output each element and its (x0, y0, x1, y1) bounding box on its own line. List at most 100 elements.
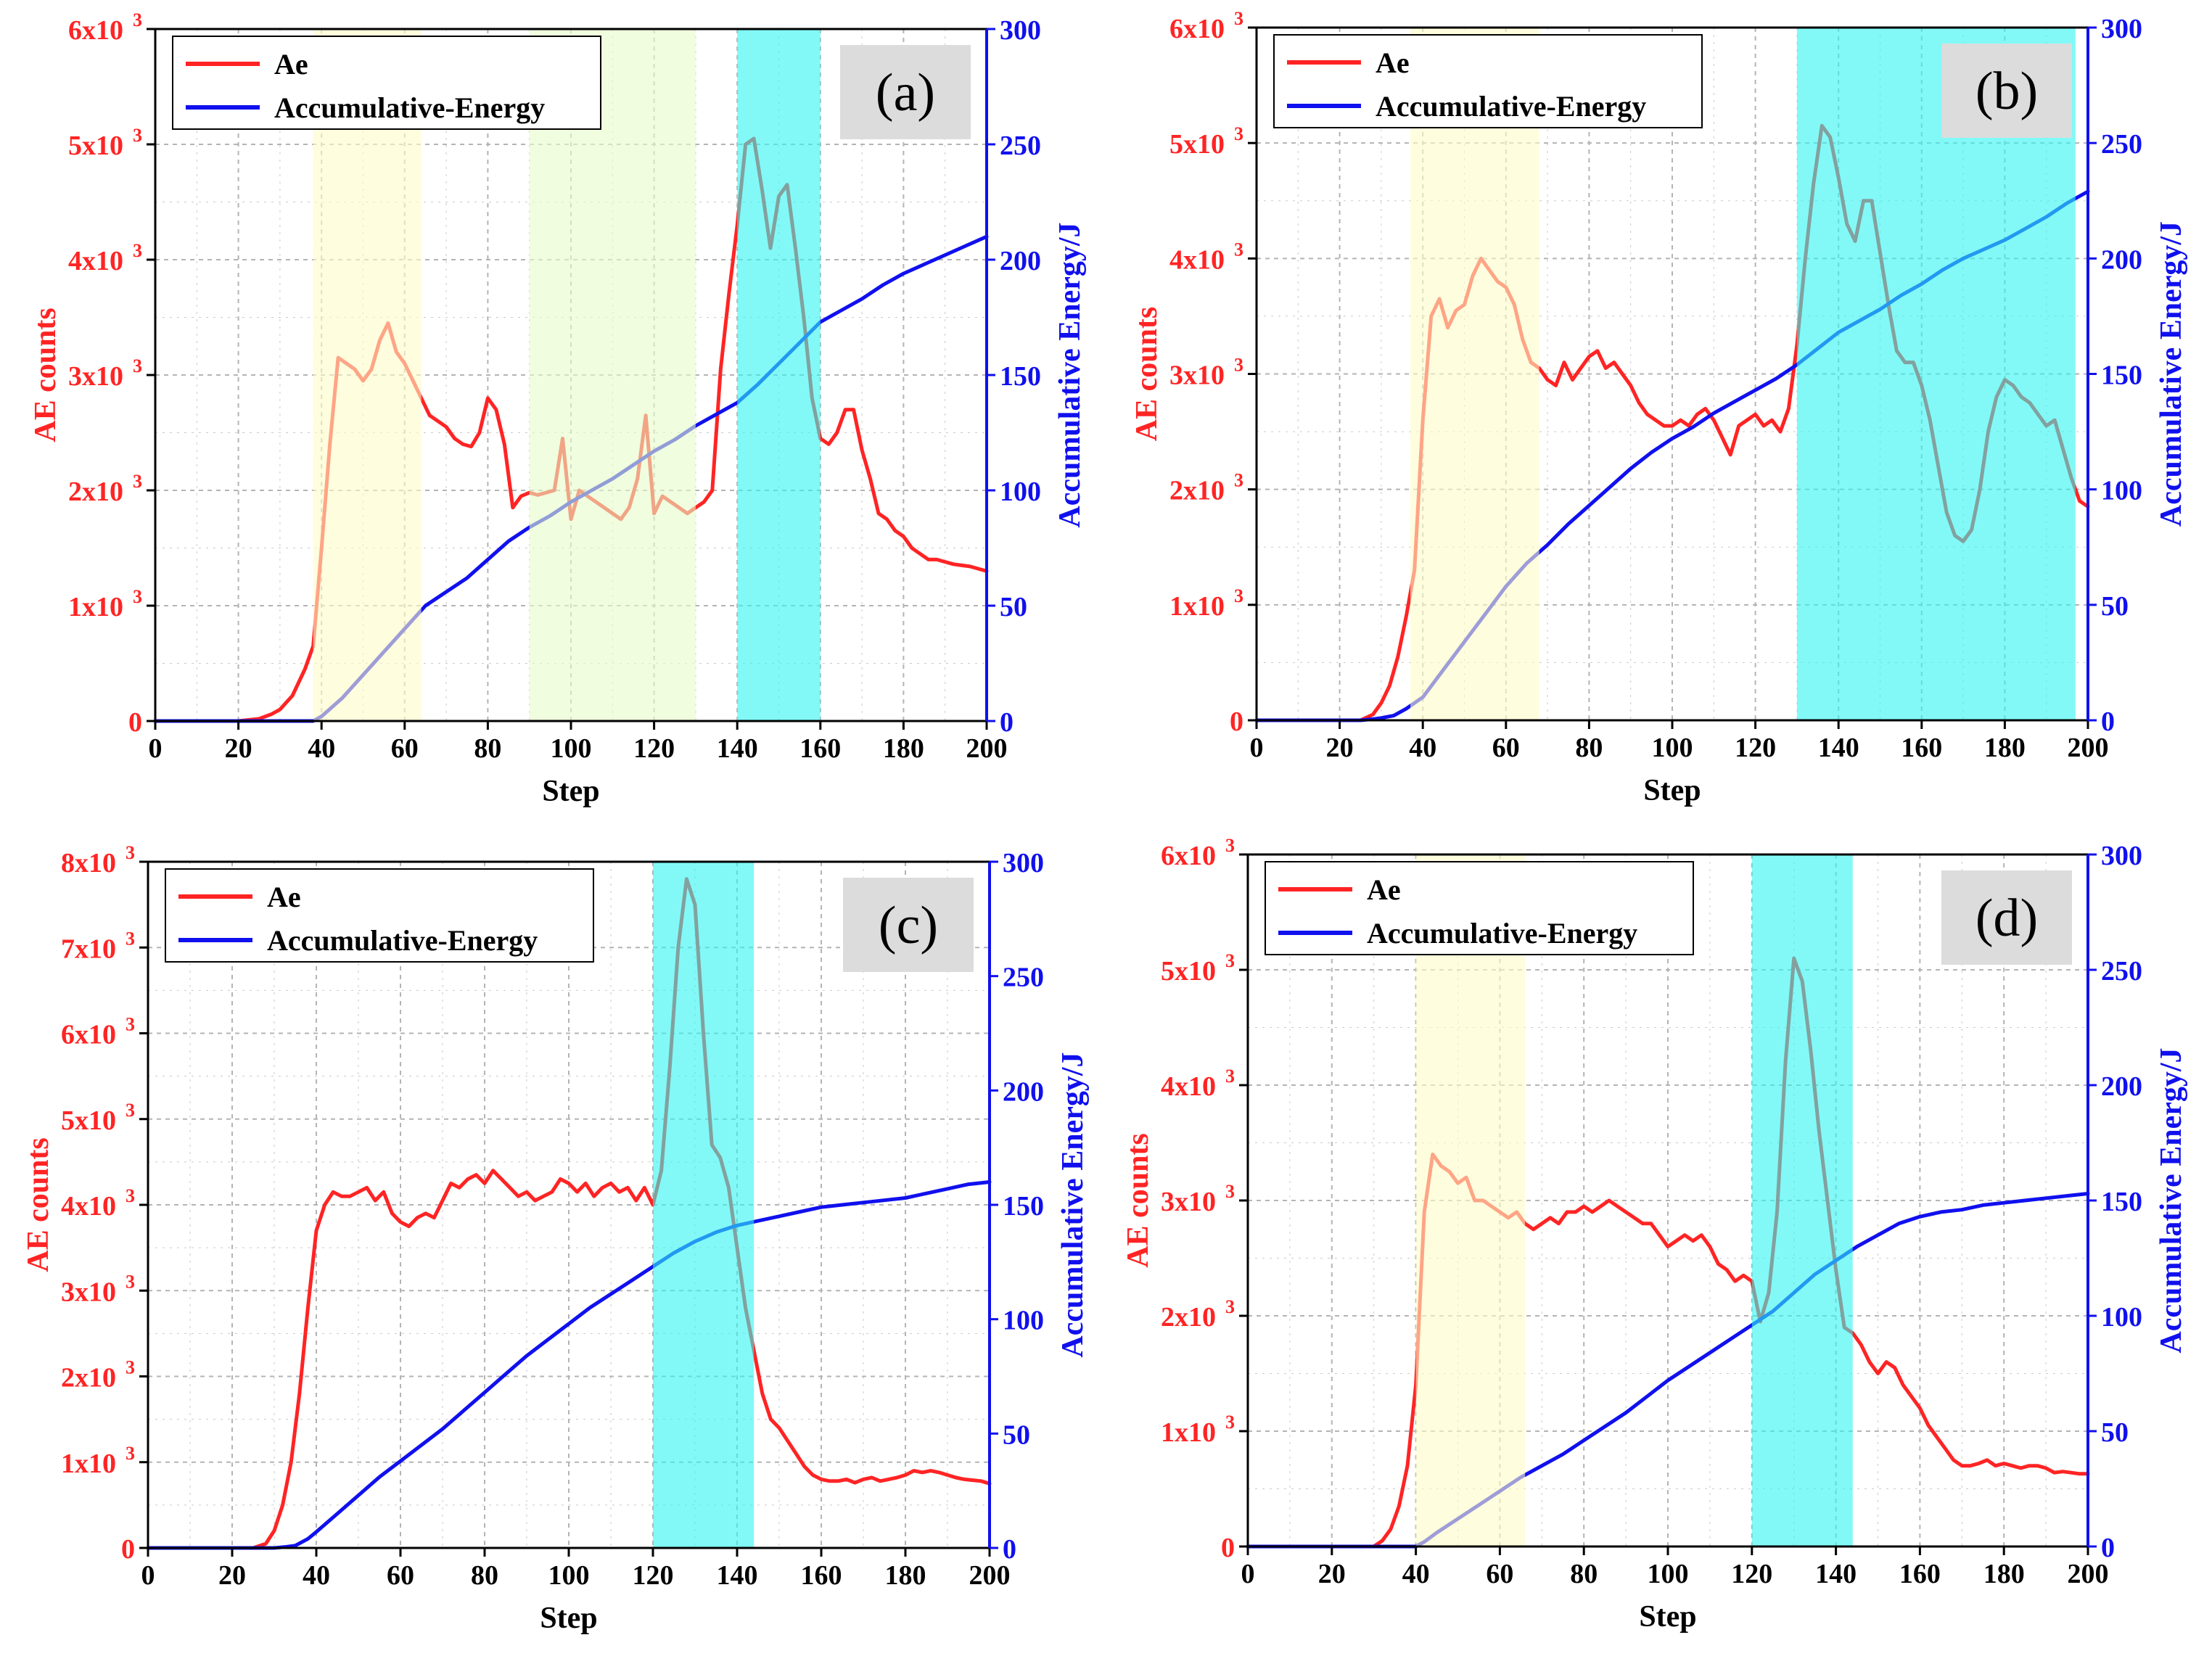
legend-box (165, 868, 594, 963)
y-right-tick-label: 150 (2101, 361, 2142, 391)
y-right-tick-label: 300 (1003, 848, 1044, 878)
y-left-tick-label: 2x10 (1169, 476, 1225, 506)
y-left-tick-label: 3x10 (68, 361, 123, 392)
panel-label-box (840, 45, 971, 139)
y-right-tick-label: 300 (2101, 841, 2142, 871)
panel-label-text: (d) (1975, 889, 2038, 948)
x-tick-label: 140 (1818, 733, 1859, 763)
x-tick-label: 20 (218, 1560, 246, 1591)
y-left-tick-label: 6x10 (1161, 841, 1216, 871)
x-tick-label: 60 (1492, 733, 1520, 763)
y-left-tick-label: 3x10 (61, 1277, 116, 1307)
y-left-tick-label: 3x10 (1161, 1187, 1216, 1217)
legend: Ae Accumulative-Energy (1265, 861, 1694, 955)
exponent-superscript: 3 (1234, 355, 1243, 376)
exponent-superscript: 3 (133, 240, 142, 261)
x-tick-label: 40 (1409, 733, 1436, 763)
highlight-band (1410, 28, 1539, 720)
exponent-superscript: 3 (126, 928, 135, 949)
y-left-tick-label: 0 (121, 1534, 135, 1565)
y-left-tick-label: 0 (128, 707, 142, 738)
exponent-superscript: 3 (126, 1271, 135, 1292)
y-right-tick-label: 250 (2101, 956, 2142, 987)
y-right-tick-label: 300 (1000, 15, 1041, 46)
legend-label-ae: Ae (274, 48, 308, 81)
panel-label: (c) (843, 878, 974, 972)
y-right-tick-label: 150 (1000, 361, 1041, 392)
legend-label-ae: Ae (267, 881, 301, 913)
legend-box (172, 36, 601, 130)
x-tick-label: 180 (1984, 733, 2026, 763)
y-right-tick-label: 150 (2101, 1187, 2142, 1217)
x-tick-label: 200 (969, 1560, 1011, 1591)
x-tick-label: 120 (1735, 733, 1776, 763)
exponent-superscript: 3 (126, 842, 135, 863)
panel-label-box (1941, 44, 2072, 138)
y-left-tick-label: 5x10 (1169, 129, 1225, 160)
y-right-axis-title: Accumulative Energy/J (1056, 1052, 1090, 1357)
y-right-tick-label: 300 (2101, 14, 2142, 44)
y-left-tick-label: 5x10 (1161, 956, 1216, 987)
y-left-tick-label: 4x10 (1161, 1071, 1216, 1102)
x-tick-label: 140 (717, 1560, 758, 1591)
x-tick-label: 60 (387, 1560, 414, 1591)
y-right-tick-label: 50 (2101, 1417, 2129, 1448)
panel-label-text: (c) (879, 896, 938, 955)
exponent-superscript: 3 (133, 471, 142, 492)
y-right-tick-label: 50 (2101, 591, 2129, 622)
y-left-axis-title: AE counts (1130, 307, 1164, 442)
highlight-band (313, 29, 422, 721)
y-right-tick-label: 200 (1000, 246, 1041, 276)
legend-label-energy: Accumulative-Energy (267, 924, 538, 957)
y-left-tick-label: 1x10 (61, 1449, 116, 1479)
y-right-tick-label: 200 (1003, 1076, 1044, 1107)
y-left-tick-label: 0 (1221, 1533, 1235, 1563)
y-right-tick-label: 100 (2101, 1302, 2142, 1333)
exponent-superscript: 3 (1234, 8, 1243, 29)
y-right-tick-label: 150 (1003, 1191, 1044, 1222)
x-tick-label: 20 (1318, 1559, 1346, 1589)
y-left-tick-label: 4x10 (1169, 244, 1225, 275)
y-left-tick-label: 6x10 (61, 1020, 116, 1050)
exponent-superscript: 3 (1225, 1296, 1235, 1317)
y-left-tick-label: 7x10 (61, 934, 116, 964)
exponent-superscript: 3 (1234, 123, 1243, 144)
x-tick-label: 0 (141, 1560, 155, 1591)
y-right-axis-title: Accumulative Energy/J (1053, 222, 1087, 527)
exponent-superscript: 3 (133, 586, 142, 607)
y-right-tick-label: 0 (2101, 1533, 2115, 1563)
legend-label-ae: Ae (1376, 46, 1410, 79)
x-tick-label: 80 (471, 1560, 498, 1591)
y-left-tick-label: 6x10 (68, 15, 123, 46)
y-left-tick-label: 5x10 (68, 131, 123, 161)
x-tick-label: 0 (149, 733, 163, 764)
y-left-axis-title: AE counts (29, 308, 62, 442)
y-left-tick-label: 4x10 (68, 246, 123, 276)
y-left-tick-label: 0 (1230, 707, 1243, 737)
legend-label-energy: Accumulative-Energy (1367, 917, 1637, 950)
x-tick-label: 160 (801, 1560, 842, 1591)
energy-series-line (146, 1180, 992, 1550)
y-left-tick-label: 2x10 (68, 477, 123, 507)
exponent-superscript: 3 (1225, 1066, 1235, 1087)
x-axis-title: Step (540, 1602, 597, 1635)
exponent-superscript: 3 (1234, 239, 1243, 260)
exponent-superscript: 3 (1225, 950, 1235, 971)
legend: Ae Accumulative-Energy (165, 868, 594, 963)
highlight-band (1751, 854, 1853, 1546)
x-axis-title: Step (542, 775, 599, 808)
x-tick-label: 80 (1575, 733, 1603, 763)
y-left-tick-label: 2x10 (61, 1363, 116, 1393)
x-tick-label: 80 (474, 733, 501, 764)
x-tick-label: 200 (2068, 733, 2109, 763)
y-left-tick-label: 8x10 (61, 848, 116, 878)
x-tick-label: 180 (883, 733, 924, 764)
x-tick-label: 140 (1815, 1559, 1857, 1589)
panel-label: (a) (840, 45, 971, 139)
legend-label-energy: Accumulative-Energy (1376, 90, 1646, 123)
panel-label-text: (b) (1975, 62, 2038, 121)
y-left-tick-label: 1x10 (68, 592, 123, 622)
